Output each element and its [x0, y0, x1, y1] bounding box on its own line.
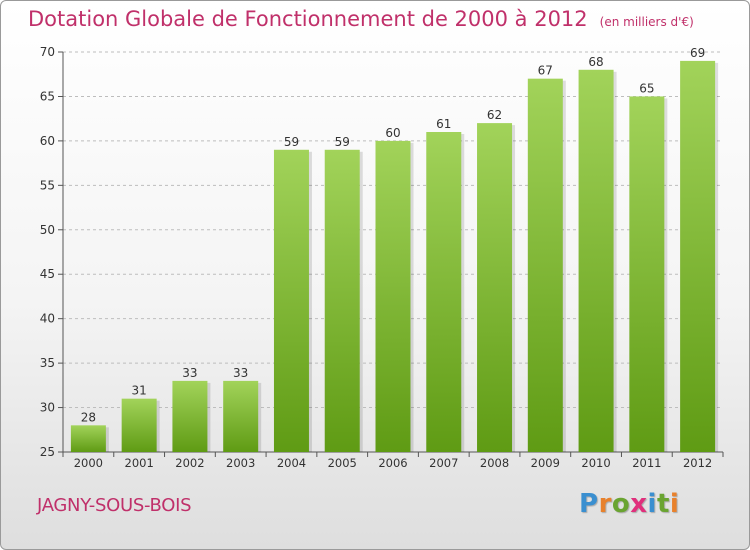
bar [629, 96, 665, 452]
bar [172, 380, 208, 452]
bar-value-label: 59 [335, 135, 350, 149]
bar-value-label: 68 [588, 55, 603, 69]
y-tick-label: 70 [40, 45, 55, 59]
x-tick-label: 2011 [632, 456, 661, 470]
bar [223, 380, 259, 452]
chart-title: Dotation Globale de Fonctionnement de 20… [28, 7, 694, 31]
bar-value-label: 65 [639, 81, 654, 95]
chart-title-text: Dotation Globale de Fonctionnement de 20… [28, 7, 588, 31]
bar-value-label: 33 [182, 366, 197, 380]
y-tick-label: 30 [40, 401, 55, 415]
logo-letter: P [579, 489, 599, 519]
bar-value-label: 31 [132, 384, 147, 398]
logo-letter: r [598, 489, 612, 519]
x-tick-label: 2007 [429, 456, 458, 470]
chart-unit: (en milliers d'€) [599, 15, 694, 29]
bar-value-label: 59 [284, 135, 299, 149]
y-tick-label: 65 [40, 89, 55, 103]
x-tick-label: 2012 [683, 456, 712, 470]
y-tick-label: 40 [40, 312, 55, 326]
x-tick-label: 2009 [531, 456, 560, 470]
x-tick-label: 2004 [277, 456, 306, 470]
logo-letter: t [656, 489, 670, 519]
bar-value-label: 67 [538, 64, 553, 78]
bar [121, 398, 157, 452]
bar [527, 78, 563, 453]
y-tick-label: 50 [40, 223, 55, 237]
y-tick-label: 45 [40, 267, 55, 281]
commune-name: JAGNY-SOUS-BOIS [37, 495, 192, 516]
y-tick-label: 60 [40, 134, 55, 148]
bar [70, 425, 106, 452]
bar [273, 149, 309, 452]
bar [375, 140, 411, 452]
bar [324, 149, 360, 452]
x-tick-label: 2006 [378, 456, 407, 470]
x-tick-label: 2000 [74, 456, 103, 470]
y-tick-label: 35 [40, 356, 55, 370]
y-tick-label: 25 [40, 445, 55, 459]
x-tick-label: 2010 [581, 456, 610, 470]
bar-value-label: 60 [385, 126, 400, 140]
bar [578, 69, 614, 453]
logo-letter: i [669, 489, 680, 519]
x-tick-label: 2002 [175, 456, 204, 470]
bar-value-label: 62 [487, 108, 502, 122]
x-tick-label: 2001 [125, 456, 154, 470]
logo-letter: i [647, 489, 657, 519]
logo-letter: o [611, 489, 631, 519]
bar [426, 132, 462, 452]
bar-value-label: 28 [81, 410, 96, 424]
x-tick-label: 2008 [480, 456, 509, 470]
proxiti-logo: Proxiti [579, 489, 679, 519]
y-tick-label: 55 [40, 178, 55, 192]
logo-letter: x [630, 489, 648, 519]
bar-value-label: 33 [233, 366, 248, 380]
bar [680, 60, 716, 453]
bar [477, 123, 513, 452]
bar-value-label: 61 [436, 117, 451, 131]
x-tick-label: 2003 [226, 456, 255, 470]
bar-value-label: 69 [690, 46, 705, 60]
x-tick-label: 2005 [328, 456, 357, 470]
